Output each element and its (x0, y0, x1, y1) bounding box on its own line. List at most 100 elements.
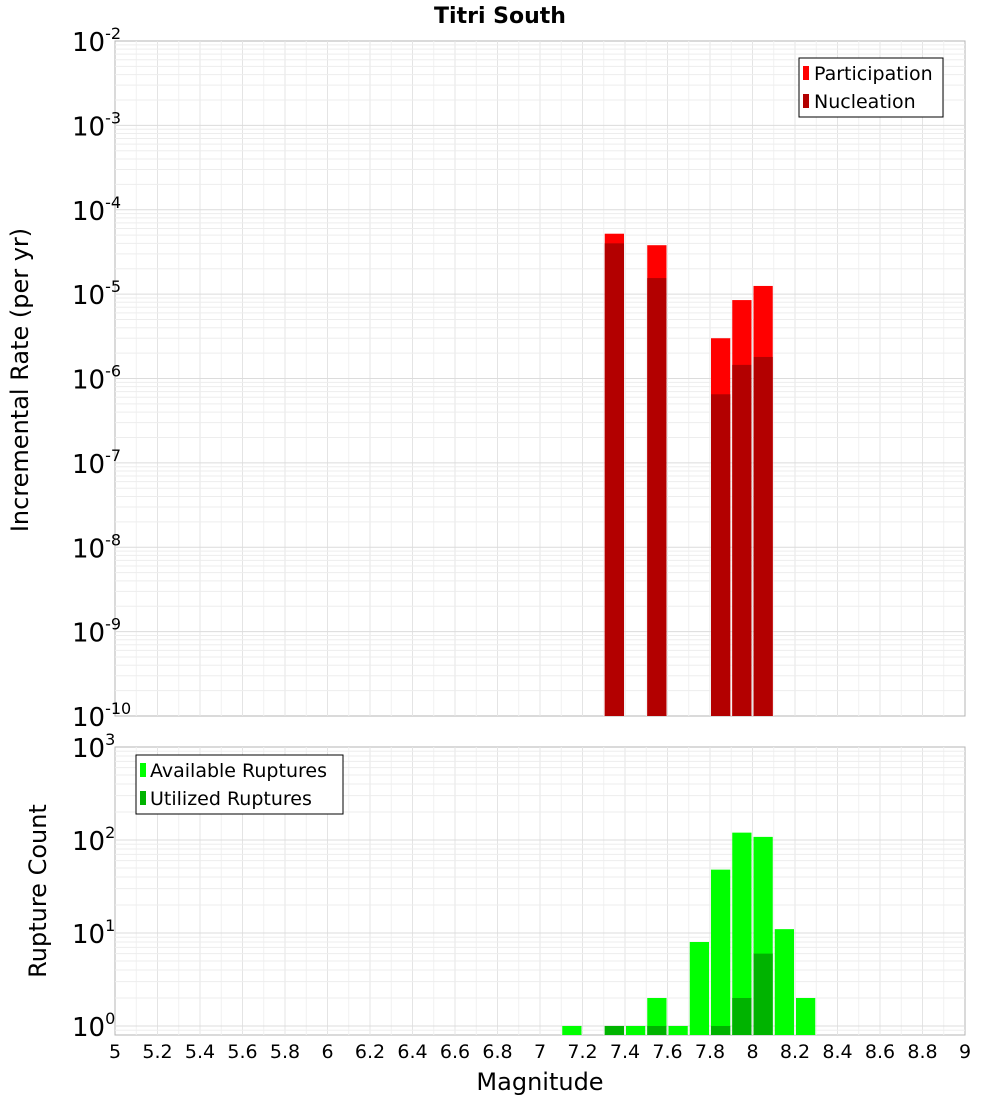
tick-exponent: 2 (105, 823, 115, 842)
tick-exponent: -2 (105, 24, 121, 43)
tick-exponent: -5 (105, 277, 121, 296)
bottom-bar-utilized-ruptures (711, 1025, 731, 1035)
x-tick-label: 6.4 (397, 1041, 427, 1063)
legend-swatch-available (140, 763, 146, 777)
bottom-bar-available-ruptures (562, 1025, 582, 1035)
legend-label-utilized: Utilized Ruptures (150, 788, 312, 810)
tick-base: 10 (72, 920, 105, 950)
tick-base: 10 (72, 28, 105, 58)
bottom-y-tick-label: 100 (72, 1009, 115, 1043)
tick-base: 10 (72, 1013, 105, 1043)
x-tick-label: 8.4 (822, 1041, 852, 1063)
top-legend-box (798, 57, 944, 118)
bottom-bar-available-ruptures (647, 997, 667, 1035)
x-tick-label: 8.8 (907, 1041, 937, 1063)
top-bar-nucleation (604, 243, 624, 717)
x-tick-label: 8.2 (780, 1041, 810, 1063)
bottom-y-tick-label: 101 (72, 916, 115, 950)
x-tick-label: 6 (321, 1041, 333, 1063)
x-tick-label: 5.2 (142, 1041, 172, 1063)
legend-swatch-utilized (140, 791, 146, 805)
bottom-legend-box (135, 754, 344, 815)
top-bar-nucleation (711, 394, 731, 716)
bottom-bar-available-ruptures (626, 1025, 646, 1035)
top-bars (604, 233, 773, 717)
top-y-tick-label: 10-6 (72, 362, 121, 396)
x-tick-label: 7 (534, 1041, 546, 1063)
x-tick-label: 8.6 (865, 1041, 895, 1063)
x-tick-labels: 5 5.2 5.4 5.6 5.8 6 6.2 6.4 6.6 6.8 7 7.2 7.4 7.6 7.8 8… (109, 1041, 971, 1063)
bottom-bar-utilized-ruptures (732, 997, 752, 1035)
tick-exponent: -7 (105, 446, 121, 465)
x-tick-label: 6.2 (355, 1041, 385, 1063)
bottom-y-tick-label: 102 (72, 823, 115, 857)
tick-exponent: -4 (105, 193, 121, 212)
tick-base: 10 (72, 112, 105, 142)
top-y-axis-label: Incremental Rate (per yr) (6, 228, 34, 532)
bottom-bar-available-ruptures (711, 869, 731, 1035)
bottom-bar-available-ruptures (796, 997, 816, 1035)
bottom-bar-utilized-ruptures (604, 1025, 624, 1035)
top-bar-nucleation (732, 364, 752, 716)
top-legend: Participation Nucleation (798, 57, 944, 118)
tick-base: 10 (72, 281, 105, 311)
bottom-y-tick-label: 103 (72, 730, 115, 764)
x-tick-label: 5.6 (227, 1041, 257, 1063)
x-tick-label: 8 (746, 1041, 758, 1063)
tick-base: 10 (72, 734, 105, 764)
top-y-tick-label: 10-2 (72, 24, 121, 58)
tick-base: 10 (72, 366, 105, 396)
top-bar-nucleation (647, 278, 667, 716)
tick-exponent: -8 (105, 530, 121, 549)
tick-exponent: 0 (105, 1009, 115, 1028)
top-bar-nucleation (753, 356, 773, 716)
x-tick-label: 7.4 (610, 1041, 640, 1063)
x-tick-label: 6.8 (482, 1041, 512, 1063)
tick-exponent: -9 (105, 615, 121, 634)
top-y-tick-label: 10-9 (72, 615, 121, 649)
top-y-tick-label: 10-4 (72, 193, 121, 227)
top-y-tick-label: 10-5 (72, 277, 121, 311)
tick-exponent: -6 (105, 362, 121, 381)
top-y-tick-label: 10-10 (72, 699, 131, 733)
legend-swatch-participation (803, 66, 809, 80)
tick-exponent: 1 (105, 916, 115, 935)
tick-base: 10 (72, 827, 105, 857)
x-axis-label: Magnitude (476, 1068, 603, 1096)
bottom-bar-utilized-ruptures (647, 1025, 667, 1035)
top-gridlines (115, 41, 965, 716)
bottom-bars (562, 832, 816, 1035)
legend-label-nucleation: Nucleation (814, 91, 916, 113)
bottom-y-axis-label: Rupture Count (24, 804, 52, 978)
bottom-bar-available-ruptures (668, 1025, 688, 1035)
tick-base: 10 (72, 534, 105, 564)
tick-base: 10 (72, 703, 105, 733)
bottom-bar-utilized-ruptures (753, 953, 773, 1035)
top-y-tick-label: 10-7 (72, 446, 121, 480)
x-tick-label: 5 (109, 1041, 121, 1063)
top-y-tick-label: 10-8 (72, 530, 121, 564)
chart-title: Titri South (434, 4, 566, 29)
x-tick-label: 7.8 (695, 1041, 725, 1063)
x-tick-label: 7.2 (567, 1041, 597, 1063)
bottom-bar-available-ruptures (732, 832, 752, 1035)
bottom-bar-available-ruptures (774, 929, 794, 1035)
tick-exponent: -10 (105, 699, 131, 718)
top-y-tick-label: 10-3 (72, 108, 121, 142)
legend-swatch-nucleation (803, 94, 809, 108)
tick-exponent: -3 (105, 108, 121, 127)
tick-base: 10 (72, 619, 105, 649)
x-tick-label: 5.8 (270, 1041, 300, 1063)
legend-label-participation: Participation (814, 63, 933, 85)
legend-label-available: Available Ruptures (150, 760, 327, 782)
tick-exponent: 3 (105, 730, 115, 749)
x-tick-label: 7.6 (652, 1041, 682, 1063)
x-tick-label: 5.4 (185, 1041, 215, 1063)
x-tick-label: 6.6 (440, 1041, 470, 1063)
tick-base: 10 (72, 450, 105, 480)
